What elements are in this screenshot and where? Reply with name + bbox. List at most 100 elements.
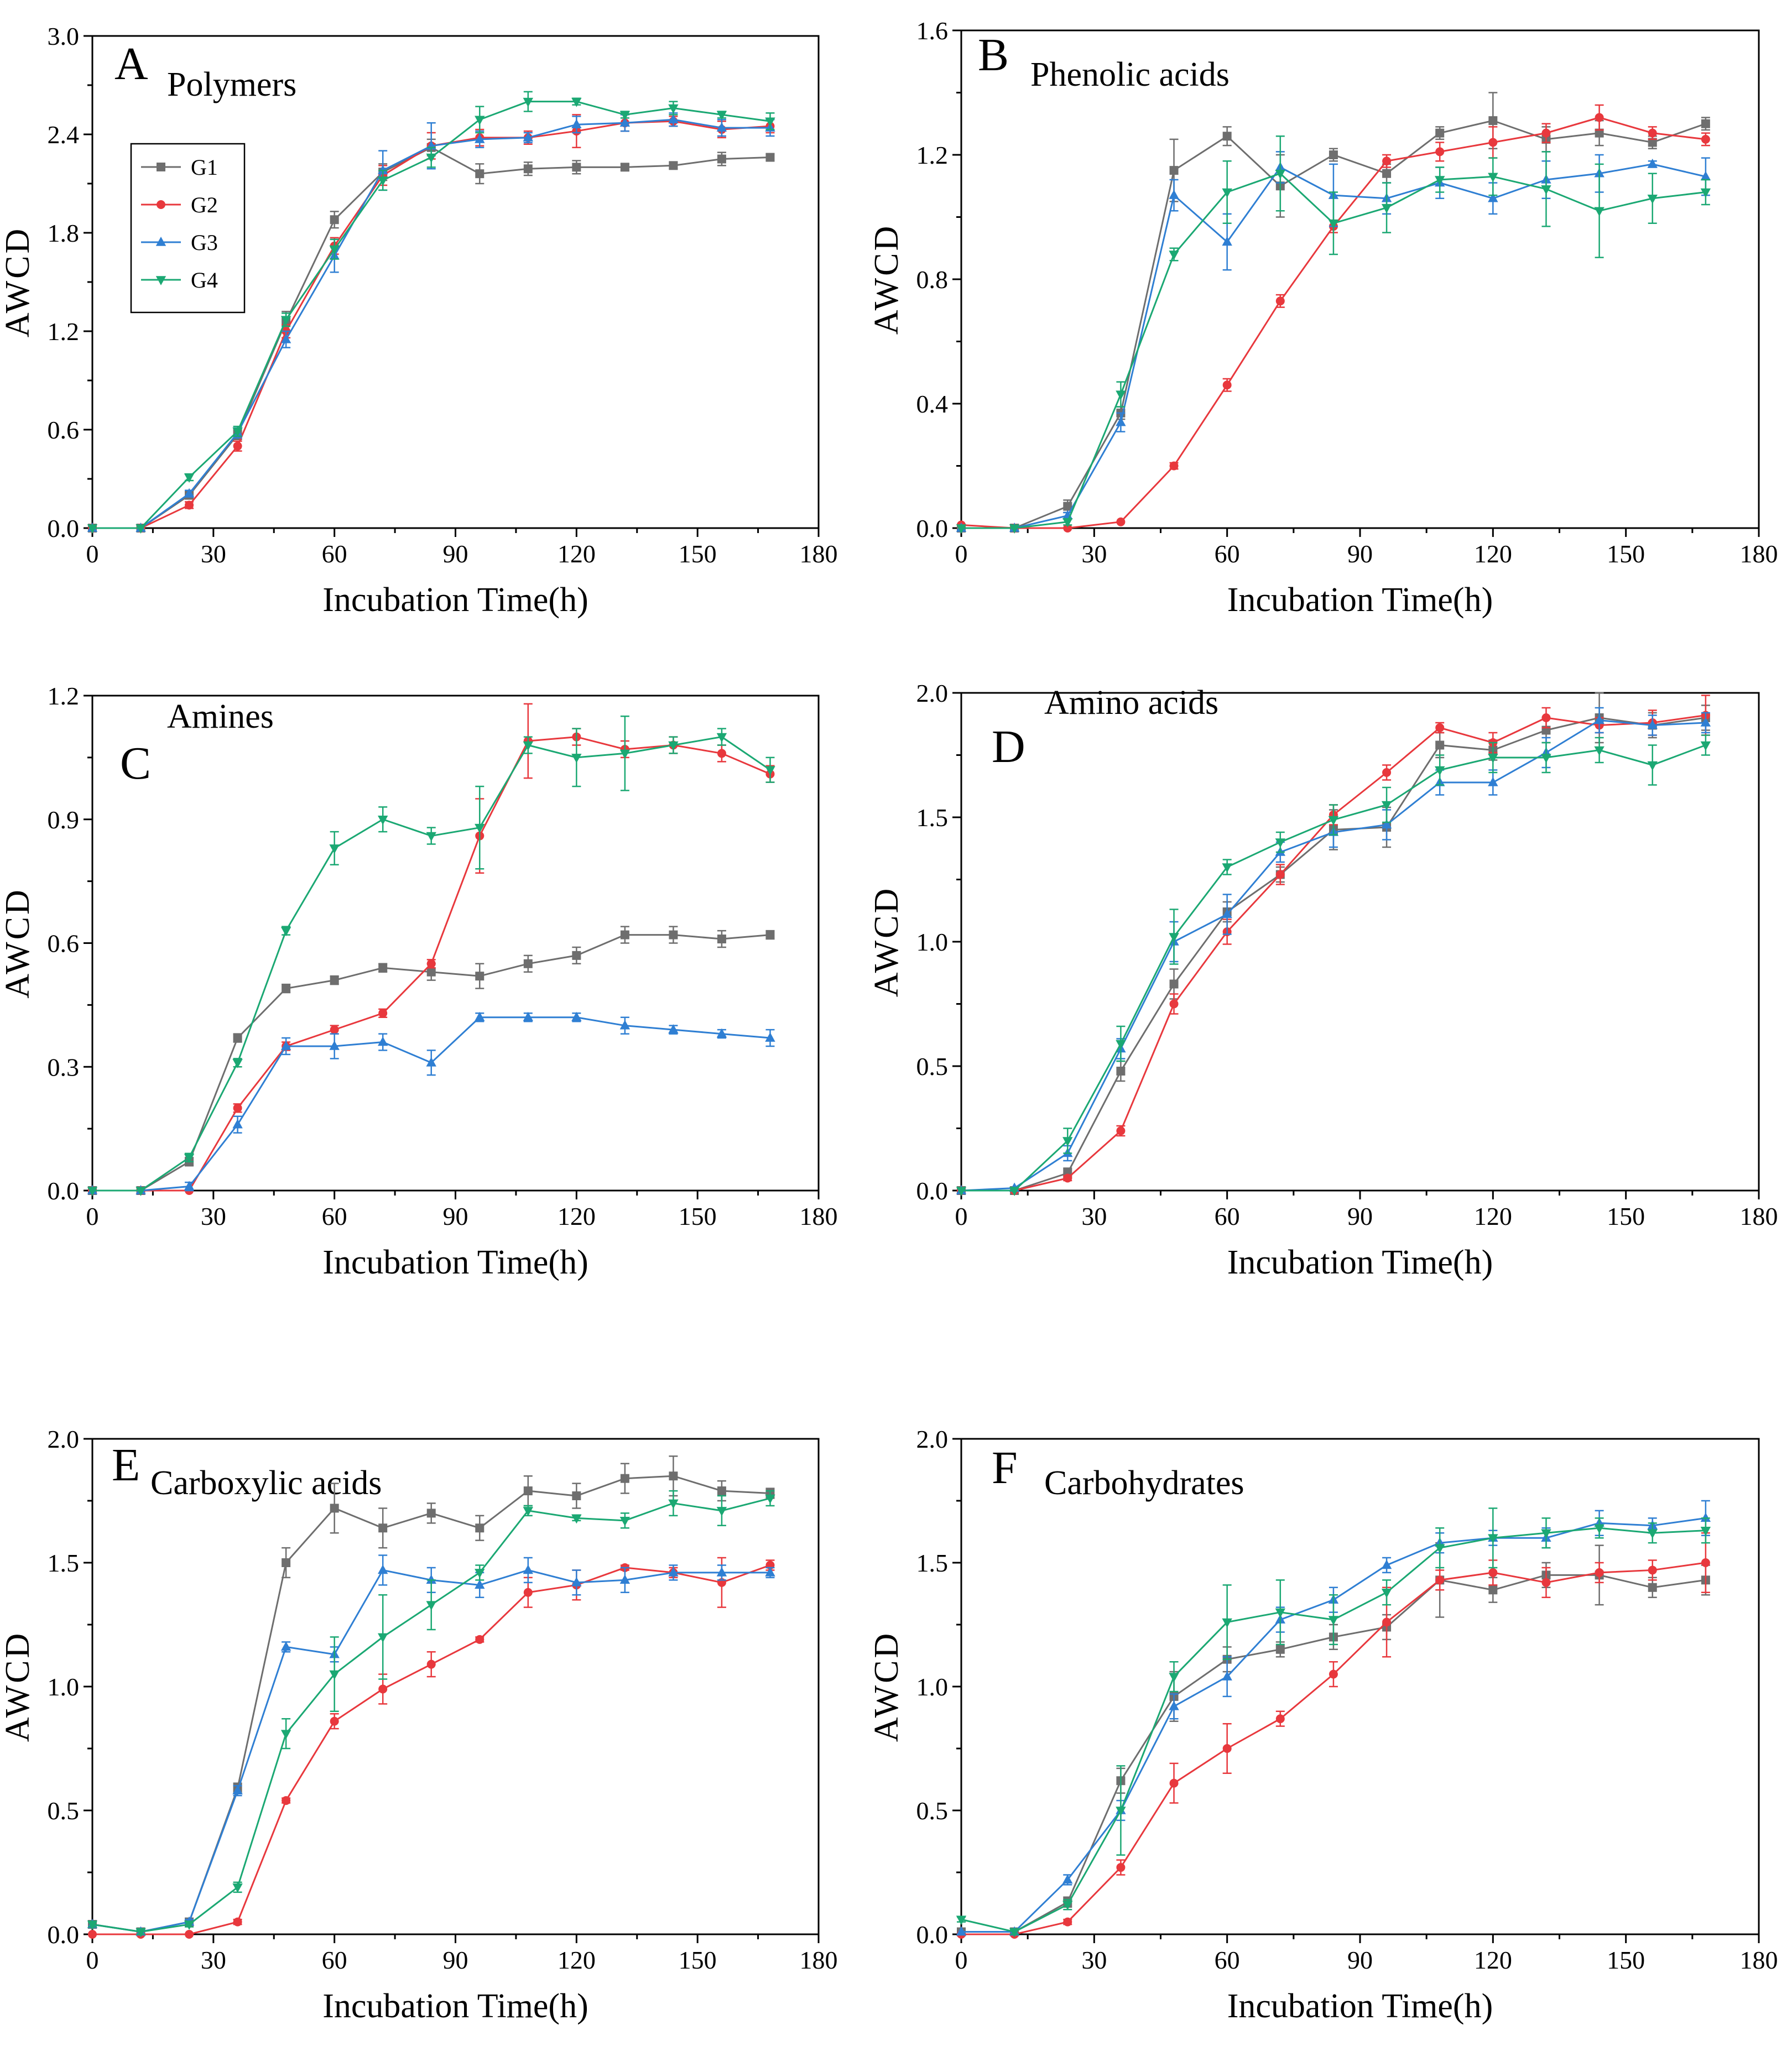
data-point (765, 1567, 775, 1577)
series-g4 (956, 1507, 1711, 1938)
legend-box (130, 143, 246, 314)
x-tick-label: 120 (558, 540, 596, 568)
data-point (329, 1040, 340, 1050)
data-point (1222, 1618, 1232, 1628)
data-point (668, 1024, 679, 1034)
data-point (523, 132, 533, 142)
data-point (1541, 713, 1551, 722)
data-point (233, 1917, 242, 1927)
data-point (620, 1474, 629, 1483)
data-point (1488, 116, 1498, 126)
data-point (1169, 1778, 1179, 1788)
y-tick-label: 2.0 (916, 1425, 949, 1453)
y-tick-label: 0.0 (48, 514, 80, 542)
data-point (1381, 801, 1392, 811)
data-point (330, 1716, 339, 1726)
x-tick-label: 180 (1740, 1202, 1778, 1230)
y-tick-label: 0.9 (48, 806, 80, 834)
data-point (1488, 1534, 1498, 1544)
y-axis-title: AWCD (868, 224, 905, 335)
data-point (669, 930, 678, 940)
data-point (1435, 1544, 1445, 1554)
x-tick-label: 150 (679, 540, 717, 568)
data-point (1329, 150, 1338, 159)
x-tick-label: 180 (1740, 1946, 1778, 1974)
data-point (378, 815, 388, 825)
data-point (716, 122, 727, 132)
data-point (378, 963, 388, 973)
x-tick-label: 180 (800, 1946, 838, 1974)
data-point (1222, 236, 1232, 246)
data-point (280, 1730, 291, 1740)
x-tick-label: 0 (86, 540, 99, 568)
series-g4 (87, 1490, 775, 1938)
data-point (668, 114, 679, 124)
series-line (961, 719, 1706, 1192)
series-line (961, 714, 1706, 1192)
data-point (716, 111, 727, 121)
panel-letter: E (112, 1439, 140, 1491)
x-tick-label: 30 (201, 1202, 226, 1230)
data-point (1381, 1588, 1392, 1598)
data-point (1169, 1700, 1179, 1710)
data-point (280, 1641, 291, 1651)
data-point (184, 1181, 195, 1191)
x-tick-label: 60 (322, 540, 347, 568)
data-point (619, 1517, 631, 1526)
data-point (1647, 1529, 1658, 1539)
data-point (765, 930, 775, 940)
panel-a: 0 30 60 90 120 150 180 0.0 0.6 1.2 1.8 2.4 3.0 Incuba… (0, 22, 838, 619)
data-point (1594, 207, 1605, 217)
data-point (1169, 979, 1179, 989)
data-point (1169, 250, 1179, 260)
series-g1 (88, 1455, 775, 1937)
data-point (1169, 166, 1179, 175)
data-point (1700, 741, 1711, 751)
data-point (717, 1486, 726, 1496)
data-point (1328, 1616, 1339, 1626)
data-point (1116, 1807, 1126, 1816)
data-point (1222, 188, 1232, 198)
data-point (378, 176, 388, 186)
x-tick-label: 120 (1474, 1946, 1512, 1974)
legend-label: G3 (191, 230, 218, 255)
data-point (378, 1684, 388, 1694)
data-point (1063, 1173, 1072, 1183)
y-tick-label: 0.5 (916, 1052, 949, 1081)
x-tick-label: 180 (800, 540, 838, 568)
data-point (571, 97, 582, 107)
data-point (1275, 1645, 1285, 1654)
data-point (475, 823, 485, 833)
data-point (378, 1633, 388, 1643)
data-point (475, 116, 485, 126)
y-tick-label: 3.0 (48, 22, 80, 50)
panel-title: Amines (167, 698, 274, 735)
data-point (669, 1471, 678, 1481)
series-g1 (957, 92, 1710, 533)
x-tick-label: 30 (1081, 540, 1107, 568)
data-point (426, 1601, 436, 1611)
data-point (1116, 416, 1126, 426)
y-tick-label: 1.0 (48, 1673, 80, 1701)
data-point (571, 1514, 582, 1524)
data-point (523, 97, 533, 107)
x-tick-label: 0 (955, 1202, 968, 1230)
data-point (1169, 933, 1179, 942)
data-point (136, 1187, 146, 1196)
data-point (619, 1574, 631, 1584)
y-tick-label: 2.4 (48, 121, 80, 149)
x-tick-label: 150 (1607, 540, 1645, 568)
data-point (1647, 719, 1658, 729)
data-point (1488, 777, 1498, 786)
x-tick-label: 60 (322, 1202, 347, 1230)
x-axis-title: Incubation Time(h) (322, 1244, 588, 1281)
data-point (1435, 1575, 1445, 1585)
data-point (523, 1564, 533, 1574)
data-point (330, 1025, 339, 1035)
data-point (956, 1915, 967, 1925)
data-point (1595, 113, 1604, 122)
data-point (232, 1785, 243, 1794)
data-point (620, 930, 629, 940)
data-point (1062, 518, 1073, 528)
